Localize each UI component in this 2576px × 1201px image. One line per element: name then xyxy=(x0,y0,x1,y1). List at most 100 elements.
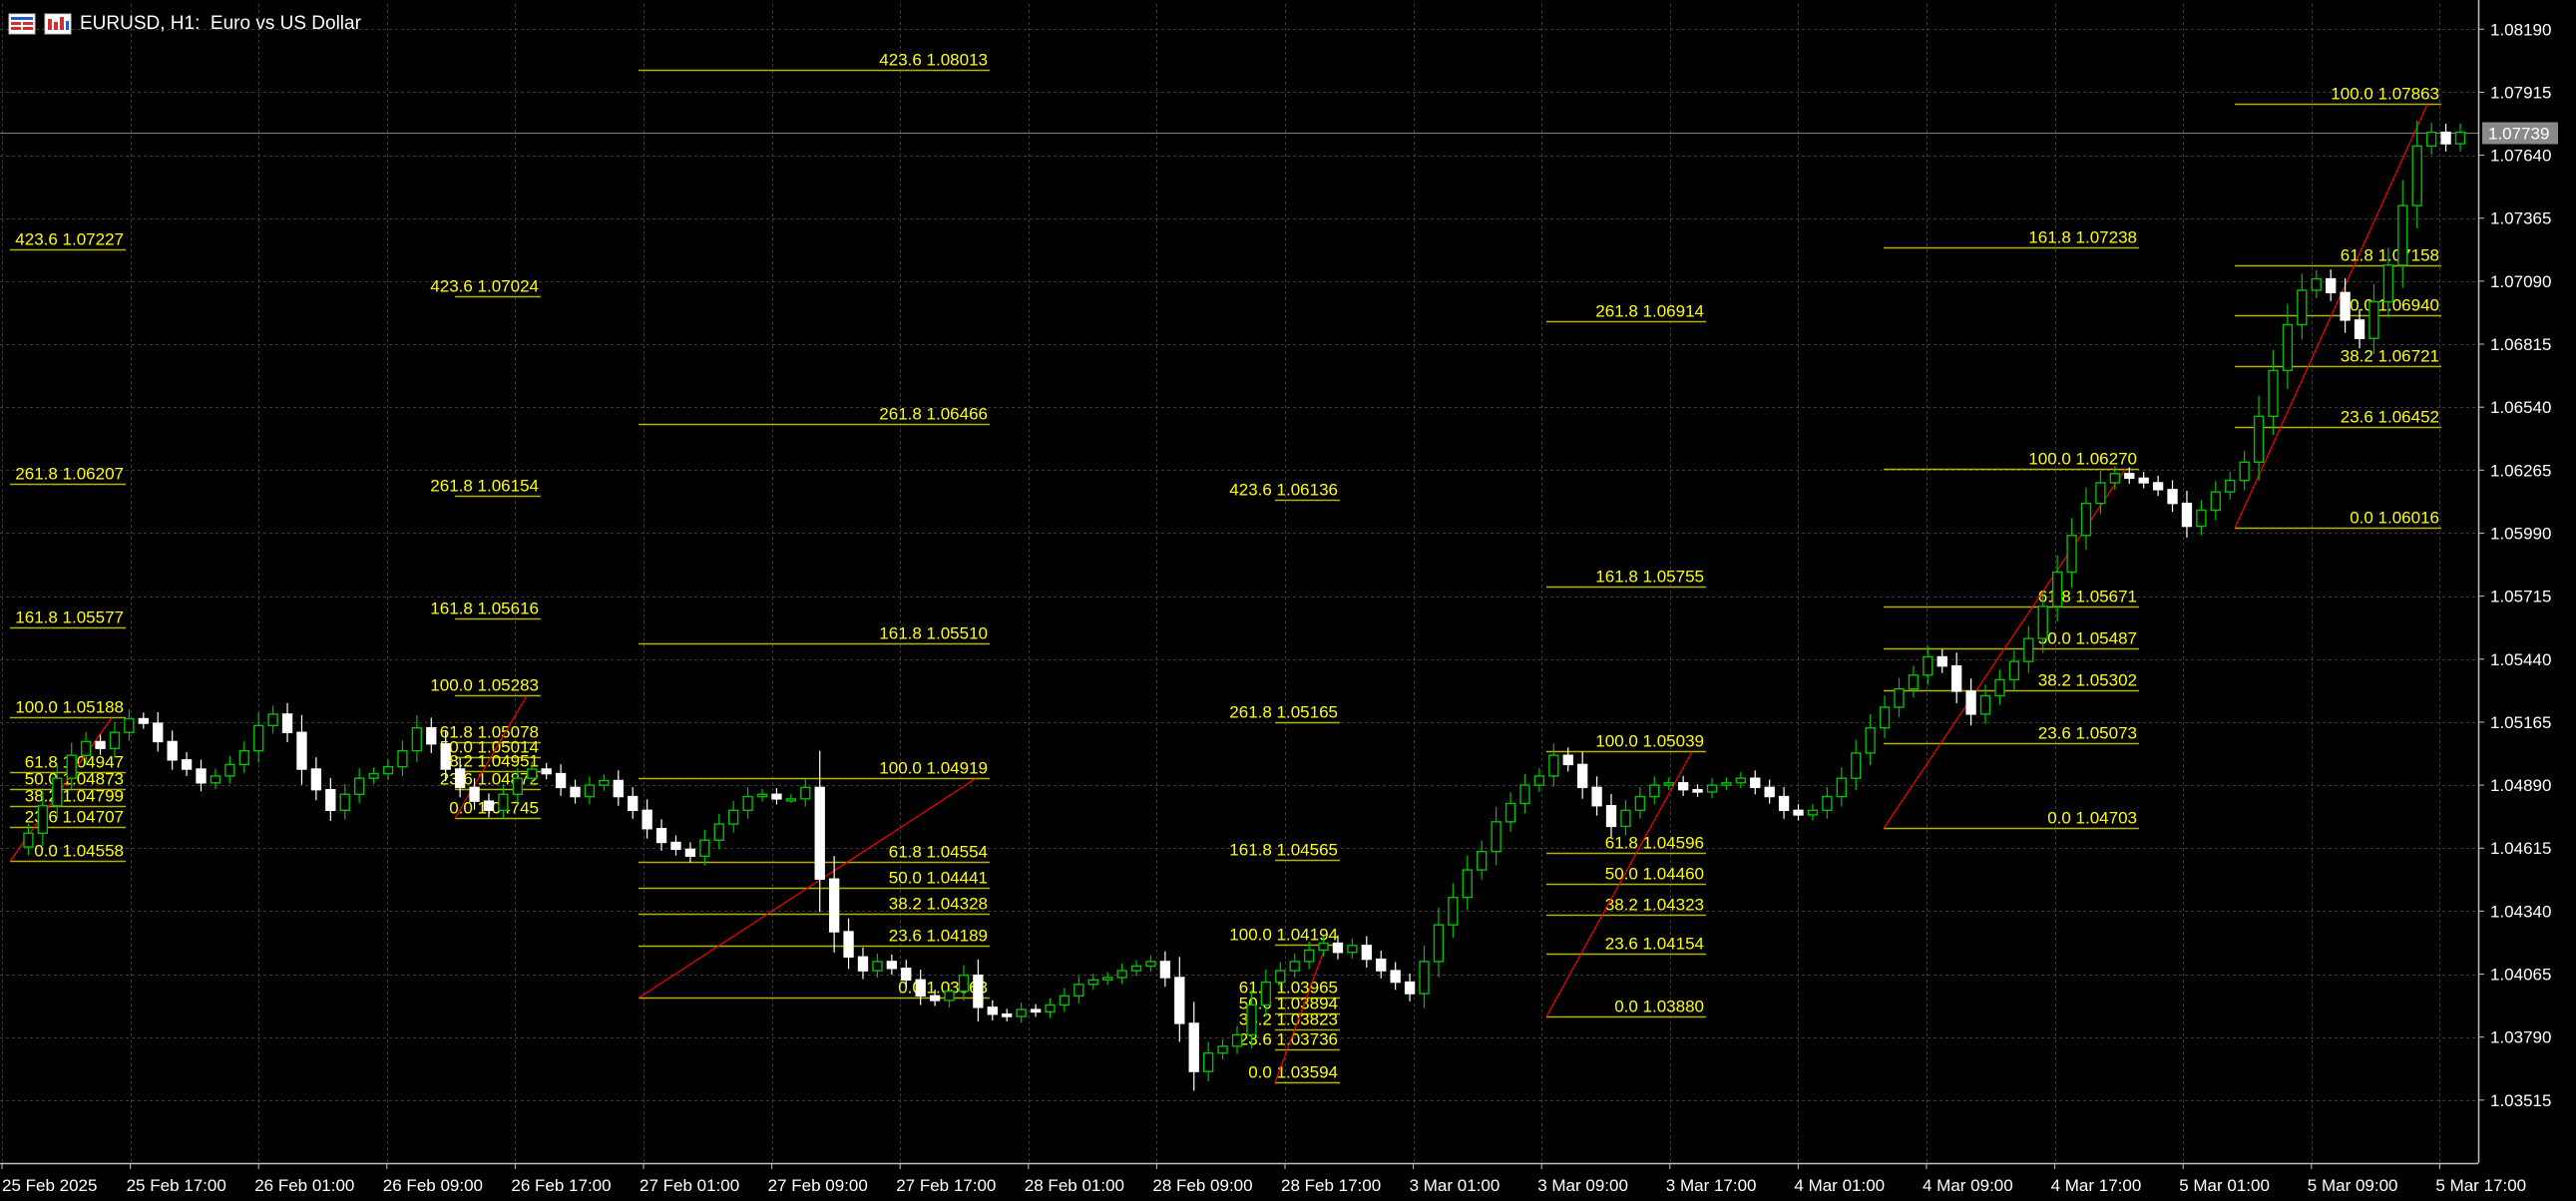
candle-body xyxy=(1404,981,1416,995)
price-tick-label: 1.05440 xyxy=(2490,650,2551,669)
candle-body xyxy=(1764,786,1775,798)
candle-body xyxy=(1519,784,1530,805)
candle-body xyxy=(1477,850,1488,871)
time-tick-label: 28 Feb 01:00 xyxy=(1025,1176,1124,1195)
chart-type-icon[interactable] xyxy=(44,13,72,35)
candle-body xyxy=(1059,995,1071,1006)
time-tick-label: 4 Mar 01:00 xyxy=(1794,1176,1885,1195)
price-tick-label: 1.05990 xyxy=(2490,524,2551,543)
candle-body xyxy=(1433,924,1445,963)
fib-level-label: 161.8 1.05616 xyxy=(430,600,539,618)
candle-body xyxy=(2210,491,2221,512)
fib-level-label: 261.8 1.06466 xyxy=(879,405,988,424)
fib-retracement: 423.6 1.07024 261.8 1.06154 161.8 1.05616 1… xyxy=(430,277,541,820)
candle-body xyxy=(1865,726,1876,754)
candle-body xyxy=(2326,277,2337,294)
candle-body xyxy=(742,795,753,812)
candle-body xyxy=(1030,1008,1042,1013)
time-tick-label: 3 Mar 01:00 xyxy=(1410,1176,1501,1195)
fib-level-label: 100.0 1.05039 xyxy=(1595,732,1704,751)
time-tick-label: 4 Mar 17:00 xyxy=(2051,1176,2142,1195)
candle-body xyxy=(124,717,135,733)
candle-body xyxy=(339,793,350,812)
candle-body xyxy=(2167,489,2178,505)
candle-body xyxy=(670,841,681,851)
candle-body xyxy=(1318,942,1329,952)
candle-body xyxy=(1663,782,1674,786)
price-tick-label: 1.06265 xyxy=(2490,461,2551,480)
price-tick-label: 1.05165 xyxy=(2490,713,2551,732)
time-tick-label: 28 Feb 09:00 xyxy=(1152,1176,1252,1195)
fib-trend-line xyxy=(638,777,977,1000)
fib-level-label: 161.8 1.05510 xyxy=(879,624,988,643)
candle-body xyxy=(2253,415,2265,463)
candle-body xyxy=(2037,605,2048,639)
fib-level-label: 261.8 1.06207 xyxy=(15,465,124,484)
candle-body xyxy=(296,731,307,770)
price-tick-label: 1.06815 xyxy=(2490,335,2551,354)
candle-body xyxy=(253,724,264,752)
fib-retracement: 100.0 1.07863 61.8 1.07158 50.0 1.06940 38.… xyxy=(2234,85,2441,530)
candle-body xyxy=(584,784,596,798)
candle-body xyxy=(2008,660,2020,681)
fib-level-label: 50.0 1.05487 xyxy=(2038,629,2137,648)
candle-body xyxy=(958,974,970,993)
fib-level-label: 0.0 1.03594 xyxy=(1248,1063,1338,1082)
price-tick-label: 1.07365 xyxy=(2490,209,2551,228)
candle-body xyxy=(2268,369,2279,418)
fib-level-label: 161.8 1.07238 xyxy=(2028,228,2137,247)
candle-body xyxy=(987,1006,998,1015)
fib-level-label: 423.6 1.08013 xyxy=(879,51,988,70)
fib-level-label: 0.0 1.03880 xyxy=(1614,998,1704,1016)
candle-body xyxy=(2425,131,2437,148)
price-tick-label: 1.06540 xyxy=(2490,398,2551,417)
fib-trend-line xyxy=(454,695,528,819)
candle-body xyxy=(1965,690,1976,715)
fib-level-label: 261.8 1.05165 xyxy=(1229,703,1338,722)
chart-menu-icon[interactable] xyxy=(8,13,36,35)
candle-body xyxy=(37,805,49,835)
candle-body xyxy=(1448,896,1459,926)
candle-body xyxy=(2440,131,2451,145)
time-tick-label: 27 Feb 01:00 xyxy=(640,1176,739,1195)
price-tick-label: 1.04065 xyxy=(2490,966,2551,985)
fib-level-label: 61.8 1.07158 xyxy=(2341,246,2439,265)
fib-level-label: 100.0 1.04194 xyxy=(1229,926,1338,945)
candle-body xyxy=(2051,571,2063,607)
candle-body xyxy=(1936,655,1947,667)
candle-body xyxy=(2095,482,2106,505)
candle-body xyxy=(267,713,278,727)
candle-body xyxy=(498,793,509,812)
candle-body xyxy=(353,777,365,795)
candle-body xyxy=(1793,809,1804,816)
candle-body xyxy=(454,768,466,789)
fib-level-label: 50.0 1.06940 xyxy=(2341,296,2439,315)
fib-level-label: 100.0 1.05283 xyxy=(430,676,539,695)
candle-body xyxy=(1721,782,1732,786)
fib-level-label: 161.8 1.04565 xyxy=(1229,841,1338,860)
candle-body xyxy=(411,726,423,752)
candle-body xyxy=(1275,970,1286,984)
candle-body xyxy=(2181,502,2193,528)
candle-body xyxy=(281,713,293,733)
time-tick-label: 27 Feb 09:00 xyxy=(768,1176,868,1195)
candle-body xyxy=(1634,795,1646,812)
candle-body xyxy=(570,786,581,798)
candle-body xyxy=(1174,977,1185,1024)
candle-body xyxy=(915,979,926,998)
candle-body xyxy=(1807,809,1819,816)
fib-retracement: 423.6 1.07227 261.8 1.06207 161.8 1.05577 1… xyxy=(9,230,126,863)
candle-body xyxy=(843,931,854,959)
candle-body xyxy=(699,839,710,857)
candle-body xyxy=(1462,869,1473,899)
fib-level-label: 261.8 1.06914 xyxy=(1595,302,1704,321)
candle-body xyxy=(2138,477,2149,484)
candle-body xyxy=(368,772,379,779)
candle-body xyxy=(1376,958,1387,972)
candle-body xyxy=(196,768,207,784)
candle-body xyxy=(2124,473,2135,480)
fib-level-label: 61.8 1.04596 xyxy=(1605,834,1704,853)
candle-body xyxy=(1045,1003,1056,1013)
